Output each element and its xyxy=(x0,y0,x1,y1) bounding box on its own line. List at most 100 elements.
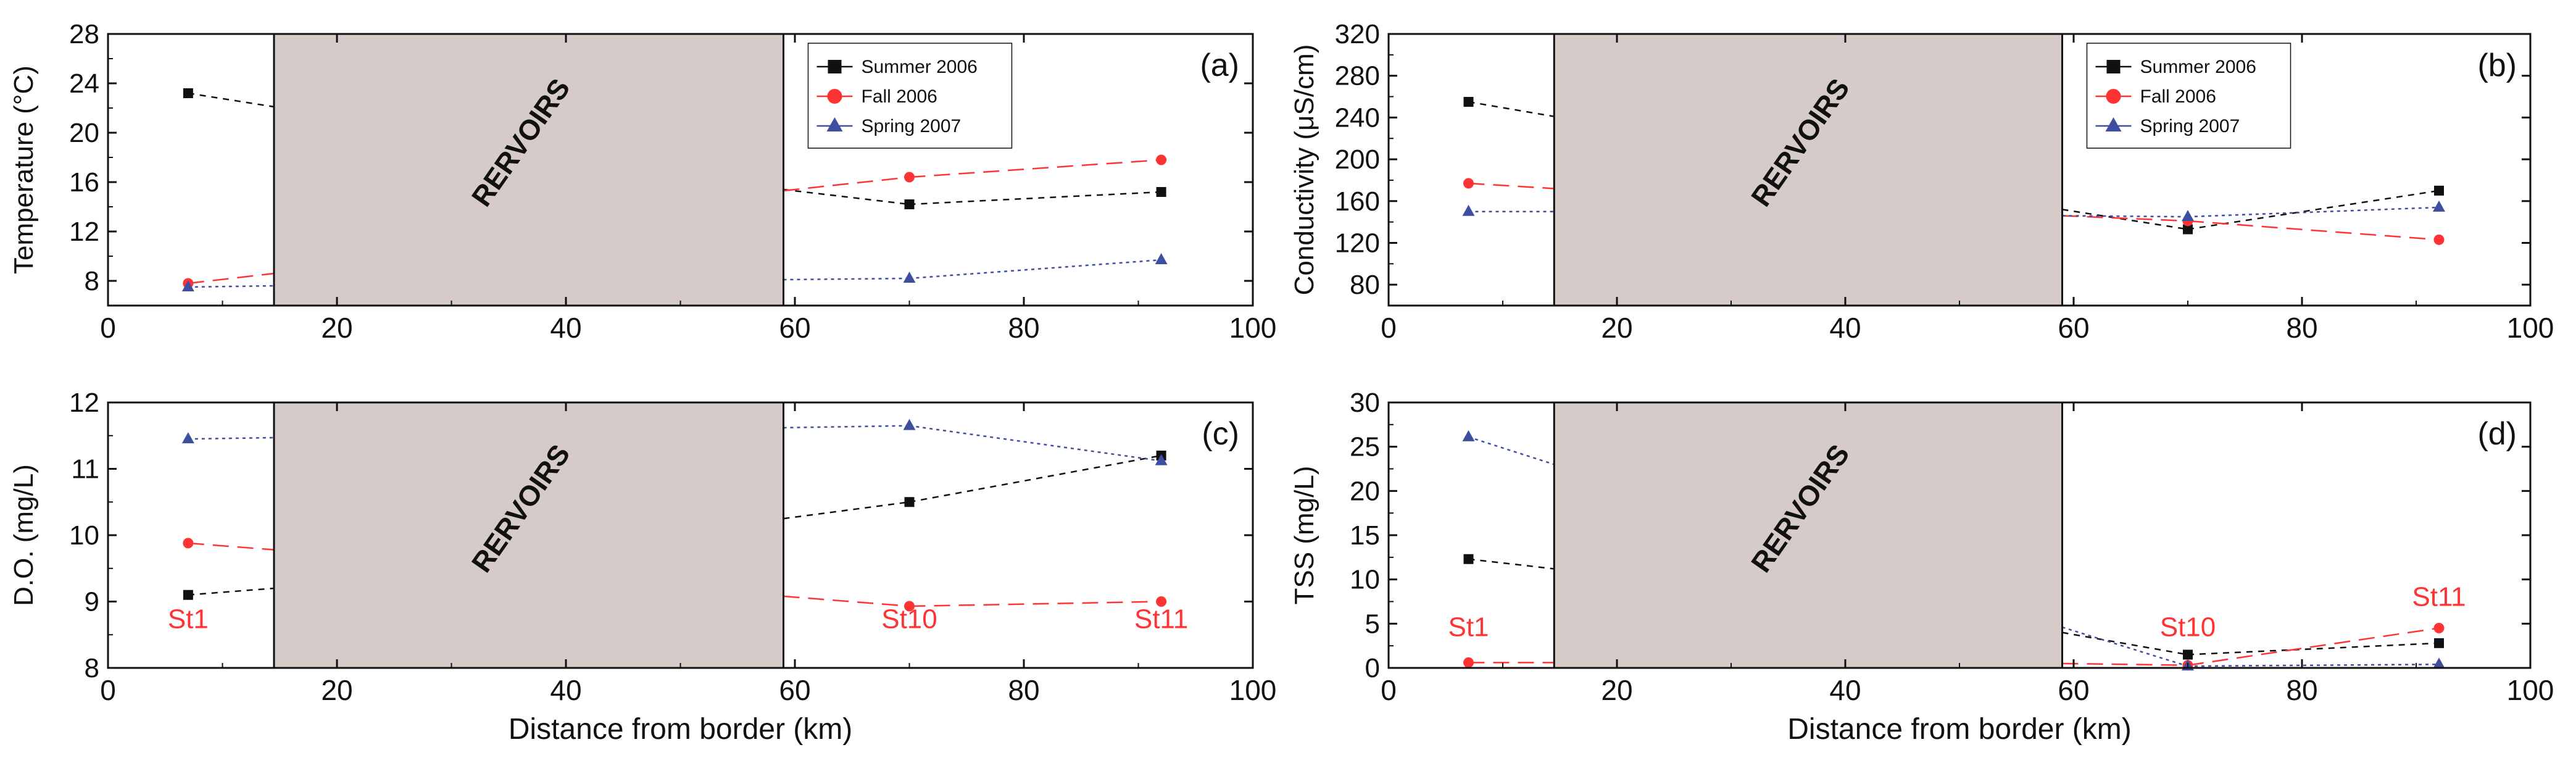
data-point-triangle xyxy=(903,419,916,430)
y-tick-label: 25 xyxy=(1350,432,1380,462)
y-tick-label: 200 xyxy=(1335,144,1380,175)
data-point-circle xyxy=(2433,623,2445,633)
station-label: St10 xyxy=(881,604,937,635)
legend-label: Summer 2006 xyxy=(861,57,977,77)
series-line-segment xyxy=(909,259,1161,280)
y-tick-label: 10 xyxy=(69,520,99,551)
y-tick-label: 80 xyxy=(1350,270,1380,300)
reservoir-box xyxy=(273,401,784,669)
series-line-segment xyxy=(909,159,1161,178)
y-axis-label: Conductivity (μS/cm) xyxy=(1289,44,1319,296)
reservoir-box xyxy=(273,33,784,307)
data-point-triangle xyxy=(181,280,194,291)
series-line-segment xyxy=(1468,182,1555,190)
y-tick-label: 16 xyxy=(69,167,99,198)
series-line-segment xyxy=(2187,627,2440,666)
y-tick-label: 320 xyxy=(1335,19,1380,49)
series-line-segment xyxy=(188,272,275,285)
x-tick-label: 100 xyxy=(2507,674,2554,706)
x-tick-label: 40 xyxy=(550,312,581,344)
series-line-segment xyxy=(909,425,1161,462)
series-line-segment xyxy=(188,587,275,596)
data-point-triangle xyxy=(1155,253,1168,264)
x-tick-label: 20 xyxy=(321,312,352,344)
data-point-square xyxy=(1156,187,1166,197)
series-line-segment xyxy=(783,188,910,206)
x-tick-label: 40 xyxy=(1829,312,1861,344)
y-tick-label: 12 xyxy=(69,217,99,247)
series-line-segment xyxy=(1468,101,1555,117)
x-tick-label: 80 xyxy=(2286,312,2317,344)
legend-label: Fall 2006 xyxy=(2140,86,2216,107)
series-line-segment xyxy=(909,191,1161,206)
data-point-triangle xyxy=(1462,204,1475,216)
legend-marker-triangle xyxy=(2105,117,2122,131)
data-point-triangle xyxy=(2182,210,2194,222)
x-tick-label: 0 xyxy=(1381,312,1397,344)
y-axis-label: D.O. (mg/L) xyxy=(9,464,39,606)
series-line-segment xyxy=(2062,631,2188,656)
data-point-square xyxy=(904,497,915,507)
legend-label: Summer 2006 xyxy=(2140,57,2256,77)
legend-marker-square xyxy=(2106,60,2121,73)
series-line-segment xyxy=(2062,215,2188,218)
x-axis-label: Distance from border (km) xyxy=(1787,713,2131,746)
panel-label: (b) xyxy=(2477,48,2517,83)
series-line-segment xyxy=(783,277,910,281)
y-tick-label: 120 xyxy=(1335,228,1380,258)
reservoir-box xyxy=(1553,33,2063,307)
data-point-triangle xyxy=(181,432,194,444)
panel-label: (a) xyxy=(1200,48,1239,83)
data-point-circle xyxy=(2433,234,2445,245)
x-tick-label: 0 xyxy=(1381,674,1397,706)
y-tick-label: 0 xyxy=(1365,653,1380,683)
x-tick-label: 0 xyxy=(100,674,116,706)
x-tick-label: 60 xyxy=(2058,674,2089,706)
legend-marker-triangle xyxy=(826,117,843,131)
x-tick-label: 60 xyxy=(779,312,810,344)
y-tick-label: 30 xyxy=(1350,388,1380,418)
legend-marker-square xyxy=(828,60,842,73)
data-point-circle xyxy=(1156,596,1167,607)
series-line-segment xyxy=(783,595,910,607)
series-line-segment xyxy=(2187,190,2440,230)
data-point-triangle xyxy=(2433,657,2445,669)
data-point-square xyxy=(2434,185,2444,196)
legend-label: Spring 2007 xyxy=(861,116,961,136)
station-label: St11 xyxy=(2412,582,2466,612)
series-line-segment xyxy=(188,436,274,440)
data-point-triangle xyxy=(1155,454,1168,465)
data-point-square xyxy=(2183,649,2193,660)
y-tick-label: 5 xyxy=(1365,609,1380,639)
series-line-segment xyxy=(2062,209,2188,230)
legend-label: Fall 2006 xyxy=(861,86,937,107)
series-line-segment xyxy=(909,454,1161,503)
y-tick-label: 24 xyxy=(69,69,99,99)
series-line-segment xyxy=(2062,662,2188,666)
y-axis-label: TSS (mg/L) xyxy=(1289,466,1319,605)
series-line-segment xyxy=(188,92,275,108)
x-tick-label: 80 xyxy=(2286,674,2317,706)
y-tick-label: 10 xyxy=(1350,565,1380,595)
y-tick-label: 20 xyxy=(1350,476,1380,506)
x-tick-label: 60 xyxy=(2058,312,2089,344)
y-tick-label: 8 xyxy=(85,653,99,683)
data-point-square xyxy=(1463,554,1474,564)
data-point-circle xyxy=(1156,154,1167,165)
station-label: St1 xyxy=(1448,612,1489,642)
data-point-triangle xyxy=(2433,200,2445,212)
station-label: St11 xyxy=(1134,604,1188,635)
series-line-segment xyxy=(2187,642,2440,656)
x-tick-label: 80 xyxy=(1008,312,1039,344)
y-tick-label: 9 xyxy=(85,587,99,617)
y-tick-label: 160 xyxy=(1335,186,1380,217)
panel-label: (d) xyxy=(2477,416,2517,452)
series-line-segment xyxy=(909,601,1161,607)
series-line-segment xyxy=(188,285,274,288)
y-tick-label: 20 xyxy=(69,118,99,148)
